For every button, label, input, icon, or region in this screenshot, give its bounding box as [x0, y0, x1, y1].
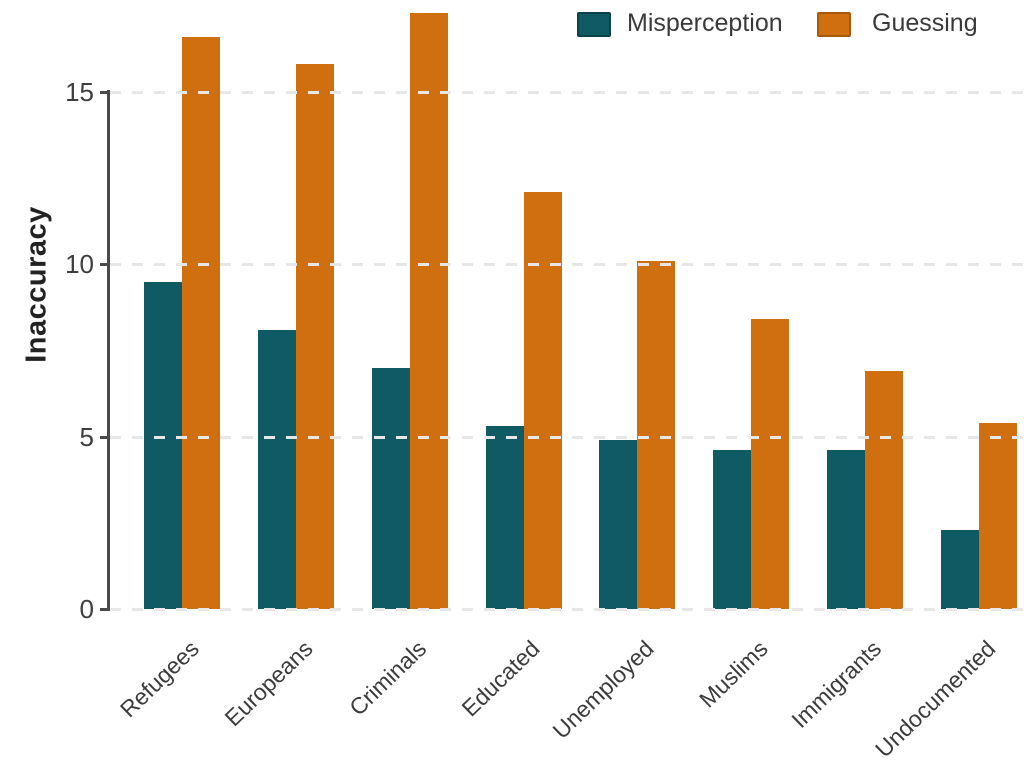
legend-swatch-misperception [577, 12, 611, 37]
y-tick-mark-10 [100, 263, 108, 266]
bar-guessing-europeans [295, 64, 334, 609]
bar-guessing-muslims [751, 319, 790, 609]
x-tick-label-refugees: Refugees [114, 635, 204, 723]
gridline-10 [110, 263, 1024, 266]
bar-guessing-educated [523, 192, 562, 609]
x-tick-label-unemployed: Unemployed [547, 635, 659, 744]
gridline-0 [110, 608, 1024, 611]
bar-misperception-immigrants [827, 450, 866, 609]
y-axis-title: Inaccuracy [20, 206, 53, 363]
bar-guessing-refugees [182, 37, 220, 609]
legend-swatch-guessing [817, 12, 851, 37]
y-tick-label-0: 0 [79, 594, 94, 624]
bar-guessing-criminals [409, 13, 448, 609]
y-tick-label-10: 10 [65, 249, 94, 279]
x-tick-label-immigrants: Immigrants [786, 635, 887, 734]
y-tick-label-5: 5 [79, 422, 94, 452]
x-tick-label-undocumented: Undocumented [870, 635, 1001, 763]
y-tick-mark-5 [100, 436, 108, 439]
x-tick-label-criminals: Criminals [344, 635, 432, 721]
bar-guessing-undocumented [978, 423, 1017, 609]
y-tick-label-15: 15 [65, 77, 94, 107]
x-tick-label-europeans: Europeans [219, 635, 318, 732]
bar-misperception-undocumented [940, 530, 979, 609]
legend-label-guessing: Guessing [872, 9, 978, 37]
x-tick-label-educated: Educated [456, 635, 545, 722]
gridline-5 [110, 436, 1024, 439]
bar-misperception-muslims [713, 450, 752, 609]
legend: Misperception Guessing [0, 0, 1024, 46]
bar-guessing-unemployed [637, 261, 676, 609]
bar-misperception-europeans [257, 330, 296, 609]
gridline-15 [110, 91, 1024, 94]
bar-misperception-criminals [371, 368, 410, 609]
y-tick-mark-0 [100, 608, 108, 611]
bar-misperception-educated [485, 426, 524, 609]
x-tick-label-muslims: Muslims [693, 635, 773, 713]
y-axis-line [107, 90, 110, 611]
bar-guessing-immigrants [865, 371, 904, 609]
bar-misperception-unemployed [599, 440, 638, 609]
bar-misperception-refugees [144, 282, 182, 609]
legend-label-misperception: Misperception [627, 9, 783, 37]
y-tick-mark-15 [100, 91, 108, 94]
